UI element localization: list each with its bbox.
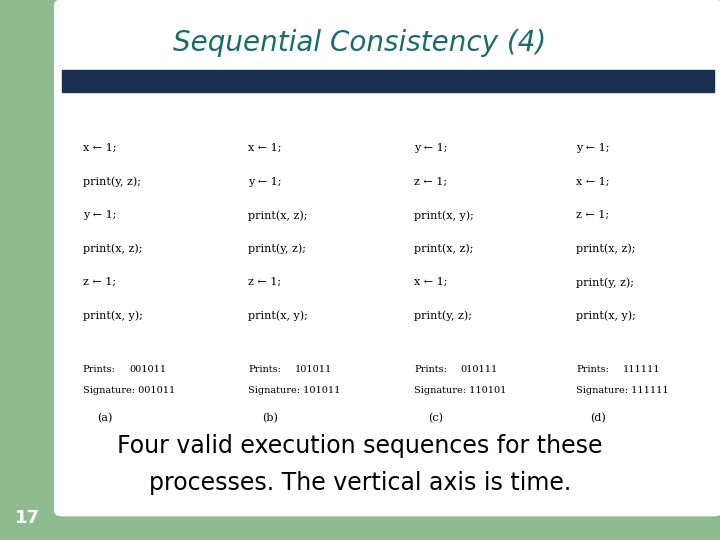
Text: print(x, z);: print(x, z); [414,244,474,254]
Text: x ← 1;: x ← 1; [414,277,448,287]
Text: print(x, y);: print(x, y); [248,310,308,321]
Text: print(x, y);: print(x, y); [414,210,474,221]
Text: Prints:: Prints: [414,364,447,374]
Text: y ← 1;: y ← 1; [83,210,117,220]
Text: processes. The vertical axis is time.: processes. The vertical axis is time. [149,471,571,495]
FancyBboxPatch shape [55,0,720,516]
Text: z ← 1;: z ← 1; [414,177,447,187]
Text: Prints:: Prints: [248,364,282,374]
Text: z ← 1;: z ← 1; [248,277,282,287]
Text: y ← 1;: y ← 1; [576,143,610,153]
Text: 111111: 111111 [623,364,660,374]
Text: print(y, z);: print(y, z); [576,277,634,288]
Text: 001011: 001011 [130,364,167,374]
Text: Signature: 001011: Signature: 001011 [83,386,175,395]
Text: y ← 1;: y ← 1; [414,143,448,153]
Text: (c): (c) [428,413,443,423]
Text: Sequential Consistency (4): Sequential Consistency (4) [174,29,546,57]
Text: x ← 1;: x ← 1; [83,143,117,153]
Text: Four valid execution sequences for these: Four valid execution sequences for these [117,434,603,457]
Text: print(x, z);: print(x, z); [248,210,308,221]
Text: Signature: 110101: Signature: 110101 [414,386,506,395]
Text: Signature: 101011: Signature: 101011 [248,386,341,395]
Text: Prints:: Prints: [83,364,116,374]
Text: 17: 17 [15,509,40,528]
Text: (b): (b) [262,413,278,423]
Text: Prints:: Prints: [576,364,609,374]
Text: 010111: 010111 [461,364,498,374]
Text: print(x, y);: print(x, y); [83,310,143,321]
Text: (d): (d) [590,413,606,423]
Text: z ← 1;: z ← 1; [576,210,609,220]
Text: z ← 1;: z ← 1; [83,277,116,287]
Text: (a): (a) [96,413,112,423]
Text: y ← 1;: y ← 1; [248,177,282,187]
Text: x ← 1;: x ← 1; [576,177,610,187]
Text: Signature: 111111: Signature: 111111 [576,386,669,395]
Text: print(x, z);: print(x, z); [83,244,143,254]
Text: print(x, y);: print(x, y); [576,310,636,321]
Text: print(y, z);: print(y, z); [414,310,472,321]
Text: 101011: 101011 [295,364,333,374]
Text: print(x, z);: print(x, z); [576,244,636,254]
Text: print(y, z);: print(y, z); [83,177,141,187]
Bar [62,70,714,92]
Text: x ← 1;: x ← 1; [248,143,282,153]
Text: print(y, z);: print(y, z); [248,244,307,254]
